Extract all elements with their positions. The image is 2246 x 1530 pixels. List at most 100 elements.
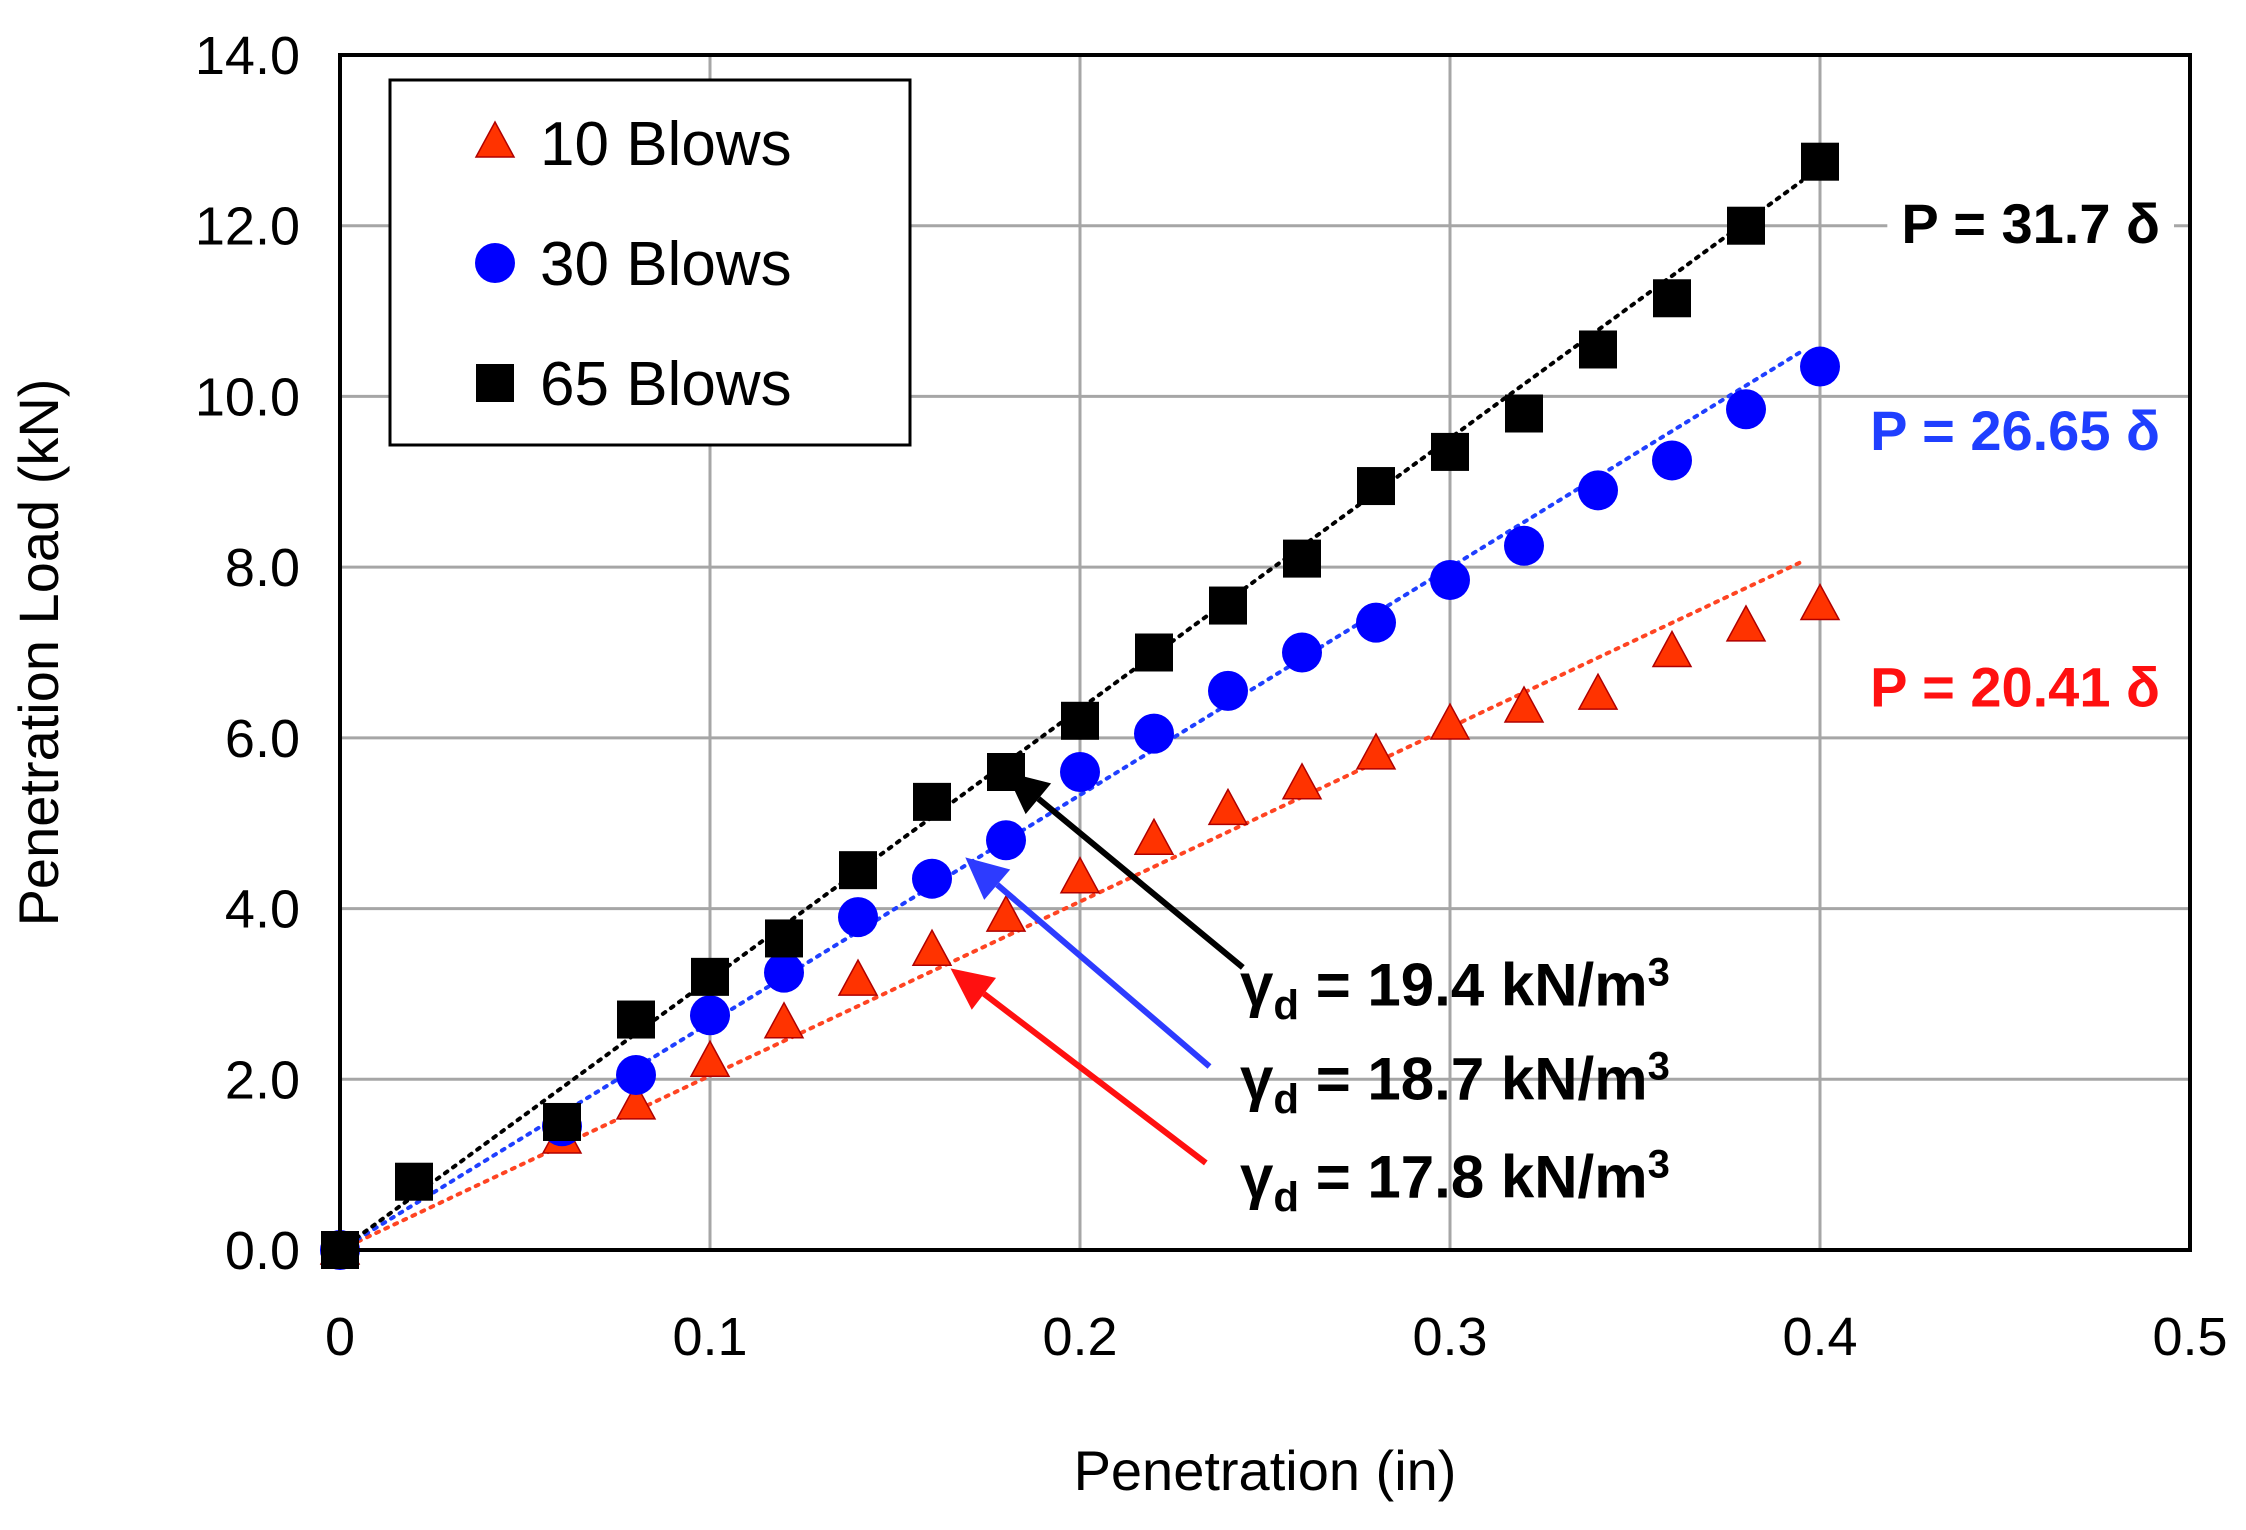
- x-tick-label: 0: [325, 1307, 355, 1367]
- y-tick-label: 14.0: [195, 26, 300, 86]
- point-30-blows: [838, 897, 878, 938]
- point-65-blows: [913, 782, 951, 821]
- equation-background: [1856, 398, 2174, 467]
- point-65-blows: [691, 957, 729, 996]
- legend-marker: [474, 120, 516, 158]
- y-tick-label: 0.0: [225, 1221, 300, 1281]
- point-10-blows: [1059, 856, 1101, 894]
- annotation-arrow-shaft: [982, 991, 1208, 1166]
- legend: 10 Blows 30 Blows 65 Blows: [388, 78, 912, 447]
- trendline-10-blows: [338, 559, 1804, 1252]
- trendline-65-blows: [338, 179, 1804, 1252]
- x-axis-title: Penetration (in): [1074, 1439, 1457, 1502]
- point-65-blows: [1209, 586, 1247, 625]
- point-65-blows: [1727, 206, 1765, 245]
- point-65-blows: [1061, 701, 1099, 740]
- point-65-blows: [1653, 279, 1691, 318]
- legend-label: 30 Blows: [540, 230, 792, 299]
- equation-text: P = 20.41 δ: [1870, 655, 2160, 718]
- point-10-blows: [1207, 787, 1249, 826]
- equation-text: P = 26.65 δ: [1870, 399, 2160, 462]
- y-tick-label: 6.0: [225, 709, 300, 769]
- point-30-blows: [1578, 470, 1618, 511]
- point-10-blows: [689, 1039, 731, 1077]
- annotation-arrow-head: [965, 857, 1011, 900]
- point-65-blows: [1357, 467, 1395, 506]
- point-10-blows: [985, 894, 1027, 932]
- y-tick-label: 4.0: [225, 880, 300, 940]
- x-tick-label: 0.1: [672, 1307, 747, 1367]
- point-65-blows: [543, 1102, 581, 1141]
- point-30-blows: [1134, 713, 1174, 754]
- point-10-blows: [1577, 672, 1619, 710]
- legend-item-65-blows: 65 Blows: [476, 350, 792, 419]
- annotation-1: γd = 18.7 kN/m3: [965, 857, 1670, 1122]
- legend-marker: [475, 243, 515, 283]
- density-annotations: γd = 19.4 kN/m3 γd = 18.7 kN/m3 γd = 17.8 …: [950, 772, 1670, 1220]
- point-30-blows: [1060, 752, 1100, 792]
- x-tick-label: 0.2: [1042, 1307, 1117, 1367]
- equation-background: [1887, 190, 2174, 259]
- point-30-blows: [1208, 670, 1248, 711]
- x-tick-label: 0.3: [1412, 1307, 1487, 1367]
- point-30-blows: [616, 1055, 656, 1096]
- equation-text: P = 31.7 δ: [1901, 192, 2160, 255]
- point-10-blows: [763, 1001, 805, 1039]
- annotation-label: γd = 17.8 kN/m3: [1240, 1142, 1670, 1220]
- point-10-blows: [911, 928, 953, 966]
- data-points: [319, 142, 1841, 1270]
- point-65-blows: [1283, 539, 1321, 578]
- trendlines: [338, 179, 1804, 1252]
- trend-equations: P = 20.41 δ P = 26.65 δ P = 31.7 δ: [1856, 190, 2174, 723]
- y-axis-title: Penetration Load (kN): [7, 379, 70, 927]
- point-65-blows: [1431, 432, 1469, 471]
- point-30-blows: [764, 952, 804, 993]
- point-10-blows: [837, 958, 879, 996]
- point-65-blows: [1579, 330, 1617, 369]
- point-30-blows: [986, 820, 1026, 861]
- point-65-blows: [1505, 394, 1543, 433]
- point-30-blows: [912, 858, 952, 899]
- point-10-blows: [1133, 817, 1175, 856]
- point-10-blows: [1281, 762, 1323, 800]
- legend-label: 65 Blows: [540, 350, 792, 419]
- point-10-blows: [1355, 732, 1397, 770]
- annotation-2: γd = 17.8 kN/m3: [950, 968, 1670, 1220]
- annotation-arrow-shaft: [995, 882, 1212, 1069]
- point-10-blows: [1429, 702, 1471, 740]
- legend-item-30-blows: 30 Blows: [475, 230, 792, 299]
- trendline-30-blows: [338, 349, 1804, 1252]
- annotation-label: γd = 19.4 kN/m3: [1240, 950, 1670, 1028]
- point-10-blows: [1799, 582, 1841, 621]
- legend-label: 10 Blows: [540, 110, 792, 179]
- annotation-0: γd = 19.4 kN/m3: [1006, 772, 1670, 1028]
- point-65-blows: [839, 851, 877, 890]
- point-30-blows: [1726, 389, 1766, 430]
- point-65-blows: [1135, 633, 1173, 672]
- point-30-blows: [1356, 602, 1396, 643]
- point-65-blows: [1801, 142, 1839, 181]
- tick-labels: 0 0.1 0.2 0.3 0.4 0.5 0.0 2.0 4.0 6.0 8.0 10.0 12.0 1…: [195, 26, 2228, 1367]
- point-10-blows: [1503, 685, 1545, 723]
- point-65-blows: [617, 1000, 655, 1039]
- point-30-blows: [1430, 559, 1470, 600]
- x-tick-label: 0.5: [2152, 1307, 2227, 1367]
- point-30-blows: [1652, 440, 1692, 481]
- x-tick-label: 0.4: [1782, 1307, 1857, 1367]
- legend-marker: [476, 364, 514, 402]
- legend-item-10-blows: 10 Blows: [474, 110, 792, 179]
- y-tick-label: 2.0: [225, 1050, 300, 1110]
- annotation-arrow-head: [1006, 772, 1052, 815]
- point-10-blows: [1725, 604, 1767, 642]
- y-tick-label: 10.0: [195, 367, 300, 427]
- y-tick-label: 8.0: [225, 538, 300, 598]
- annotation-label: γd = 18.7 kN/m3: [1240, 1044, 1670, 1122]
- point-30-blows: [1282, 632, 1322, 673]
- y-tick-label: 12.0: [195, 197, 300, 257]
- equation-30-blows: P = 26.65 δ: [1856, 398, 2174, 467]
- equation-65-blows: P = 31.7 δ: [1887, 190, 2174, 259]
- equation-10-blows: P = 20.41 δ: [1856, 654, 2174, 723]
- annotation-arrow-shaft: [1036, 796, 1245, 970]
